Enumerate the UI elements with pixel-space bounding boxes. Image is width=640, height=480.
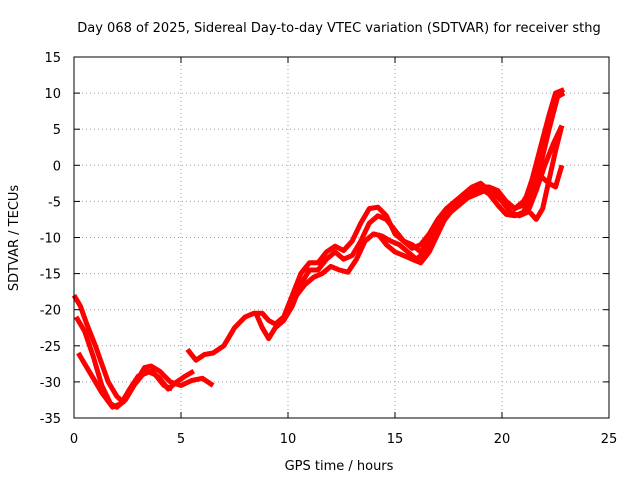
series-line-track-4	[185, 87, 566, 363]
y-tick-label: 0	[53, 159, 61, 174]
y-tick-label: -20	[40, 304, 61, 319]
x-tick-label: 10	[280, 432, 297, 447]
grid-lines	[74, 57, 609, 418]
series-line-track-8	[527, 124, 565, 222]
y-tick-label: -35	[40, 412, 61, 427]
chart-title: Day 068 of 2025, Sidereal Day-to-day VTE…	[77, 21, 601, 36]
data-series	[71, 87, 566, 410]
series-line-track-1	[71, 294, 215, 405]
y-tick-label: -10	[40, 232, 61, 247]
series-line-track-3	[76, 351, 174, 410]
x-tick-label: 5	[177, 432, 185, 447]
x-tick-label: 20	[494, 432, 511, 447]
y-axis-label: SDTVAR / TECUs	[7, 185, 22, 292]
y-tick-label: -5	[48, 195, 61, 210]
y-tick-label: 15	[44, 51, 61, 66]
y-tick-label: -30	[40, 376, 61, 391]
y-tick-label: 5	[53, 123, 61, 138]
series-line-track-6	[286, 124, 565, 308]
tick-labels: 0 5 10 15 20 25 -35 -30 -25 -20 -15 -10 -5 0 5 10 15	[40, 51, 618, 447]
x-tick-label: 0	[70, 432, 78, 447]
series-line-track-7	[375, 164, 565, 266]
axis-ticks	[73, 56, 610, 419]
x-tick-label: 25	[601, 432, 618, 447]
x-tick-label: 15	[387, 432, 404, 447]
x-axis-label: GPS time / hours	[285, 459, 394, 474]
y-tick-label: -15	[40, 268, 61, 283]
series-line-track-2	[73, 315, 196, 410]
y-tick-label: 10	[44, 87, 61, 102]
y-tick-label: -25	[40, 340, 61, 355]
